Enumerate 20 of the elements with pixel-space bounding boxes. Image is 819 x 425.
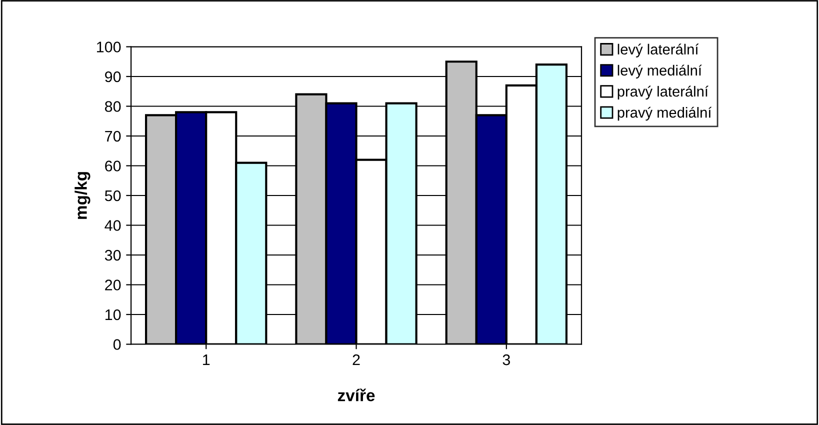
x-axis-title: zvíře [338,388,375,402]
x-tick-label: 3 [502,354,510,366]
legend-label: pravý mediální [618,106,712,121]
y-tick-label: 60 [105,160,121,172]
y-tick-label: 50 [104,190,121,202]
x-tick-label: 1 [203,354,210,366]
y-axis-title: mg/kg [74,172,90,219]
y-tick-label: 100 [96,42,121,52]
legend-label: levý mediální [618,64,702,78]
y-tick-label: 80 [104,101,121,112]
y-tick-label: 0 [113,339,121,350]
y-tick-label: 70 [105,130,121,142]
y-tick-label: 20 [105,280,121,290]
legend-label: pravý laterální [618,86,708,100]
y-tick-label: 40 [104,220,121,231]
legend-label: levý laterální [618,44,699,58]
y-tick-label: 30 [104,250,121,261]
y-tick-label: 90 [105,71,121,82]
y-tick-label: 10 [105,309,121,320]
x-tick-label: 2 [352,354,360,366]
